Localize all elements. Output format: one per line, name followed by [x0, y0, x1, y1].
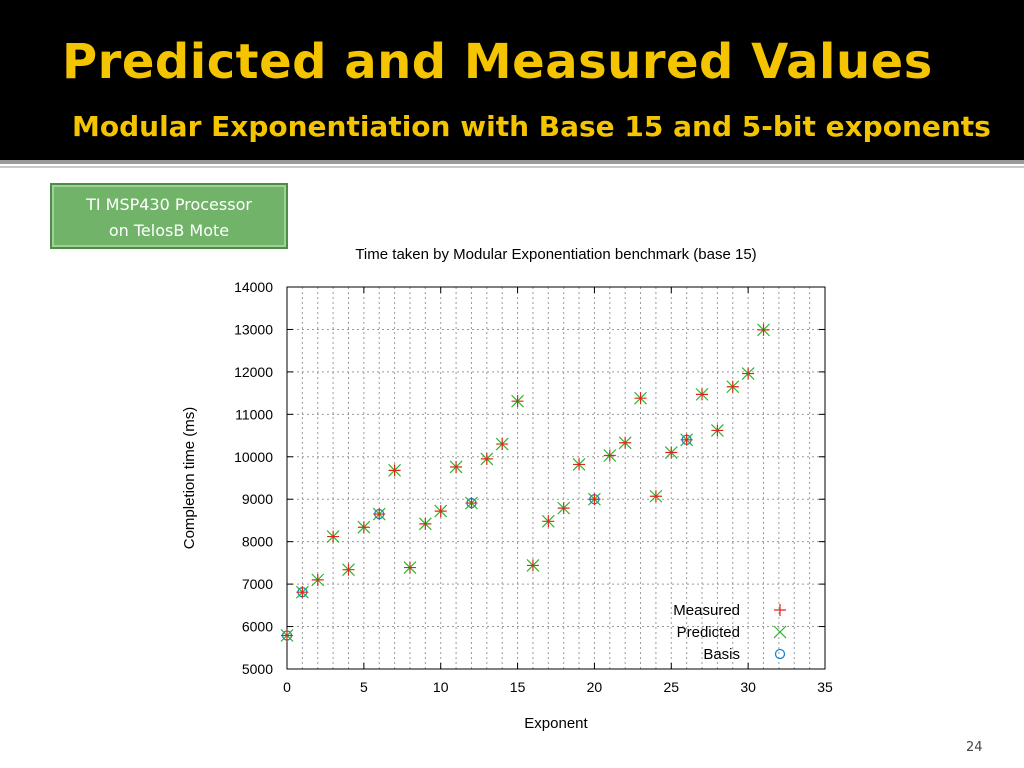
badge-line-2: on TelosB Mote: [108, 221, 230, 240]
point-measured: [403, 561, 416, 574]
legend-marker-predicted: [773, 625, 787, 639]
x-tick-label: 30: [740, 679, 756, 695]
y-tick-label: 13000: [234, 321, 273, 337]
header-divider-thin: [0, 166, 1024, 168]
point-measured: [434, 505, 447, 518]
point-measured: [634, 392, 647, 405]
legend-marker-basis: [774, 648, 786, 660]
point-measured: [327, 530, 340, 543]
point-measured: [757, 323, 770, 336]
point-measured: [388, 464, 401, 477]
point-measured: [588, 493, 601, 506]
y-tick-label: 14000: [234, 279, 273, 295]
legend-label-predicted: Predicted: [677, 624, 740, 641]
point-measured: [511, 395, 524, 408]
y-tick-label: 10000: [234, 449, 273, 465]
point-measured: [465, 497, 478, 510]
badge-line-1: TI MSP430 Processor: [86, 195, 252, 214]
point-measured: [526, 559, 539, 572]
processor-badge: TI MSP430 Processor on TelosB Mote: [50, 183, 288, 249]
x-tick-label: 0: [283, 679, 291, 695]
point-measured: [542, 515, 555, 528]
point-measured: [619, 436, 632, 449]
point-measured: [603, 449, 616, 462]
point-measured: [557, 502, 570, 515]
point-measured: [480, 452, 493, 465]
x-tick-label: 10: [433, 679, 449, 695]
y-tick-label: 8000: [242, 534, 273, 550]
point-measured: [665, 446, 678, 459]
slide-subtitle: Modular Exponentiation with Base 15 and …: [72, 110, 991, 143]
y-tick-label: 7000: [242, 576, 273, 592]
x-axis-label: Exponent: [524, 715, 588, 732]
x-tick-label: 15: [510, 679, 526, 695]
y-axis-label: Completion time (ms): [181, 407, 198, 550]
point-measured: [311, 573, 324, 586]
header-divider: [0, 160, 1024, 164]
point-measured: [281, 629, 293, 642]
point-measured: [296, 586, 309, 599]
point-measured: [573, 458, 586, 471]
chart-title: Time taken by Modular Exponentiation ben…: [355, 246, 756, 263]
y-tick-label: 5000: [242, 661, 273, 677]
x-tick-label: 35: [817, 679, 833, 695]
point-measured: [680, 433, 693, 446]
slide-header: [0, 0, 1024, 160]
plot-frame: [286, 286, 826, 670]
point-measured: [357, 521, 370, 534]
point-measured: [496, 438, 509, 451]
legend-label-basis: Basis: [703, 646, 740, 663]
point-measured: [726, 380, 739, 393]
point-measured: [696, 388, 709, 401]
page-number: 24: [966, 740, 983, 755]
point-measured: [742, 367, 755, 380]
y-tick-label: 6000: [242, 619, 273, 635]
point-measured: [711, 424, 724, 437]
point-measured: [649, 490, 662, 503]
slide-title: Predicted and Measured Values: [62, 34, 933, 90]
point-measured: [373, 508, 386, 521]
y-tick-label: 11000: [235, 406, 273, 422]
x-tick-label: 20: [587, 679, 603, 695]
x-tick-label: 5: [360, 679, 368, 695]
scatter-chart: Time taken by Modular Exponentiation ben…: [181, 246, 833, 732]
legend-label-measured: Measured: [673, 602, 740, 619]
legend-marker-measured: [774, 604, 786, 616]
point-measured: [419, 517, 432, 530]
y-tick-label: 9000: [242, 491, 273, 507]
y-tick-label: 12000: [234, 364, 273, 380]
x-tick-label: 25: [663, 679, 679, 695]
point-measured: [342, 563, 355, 576]
point-measured: [450, 460, 463, 473]
